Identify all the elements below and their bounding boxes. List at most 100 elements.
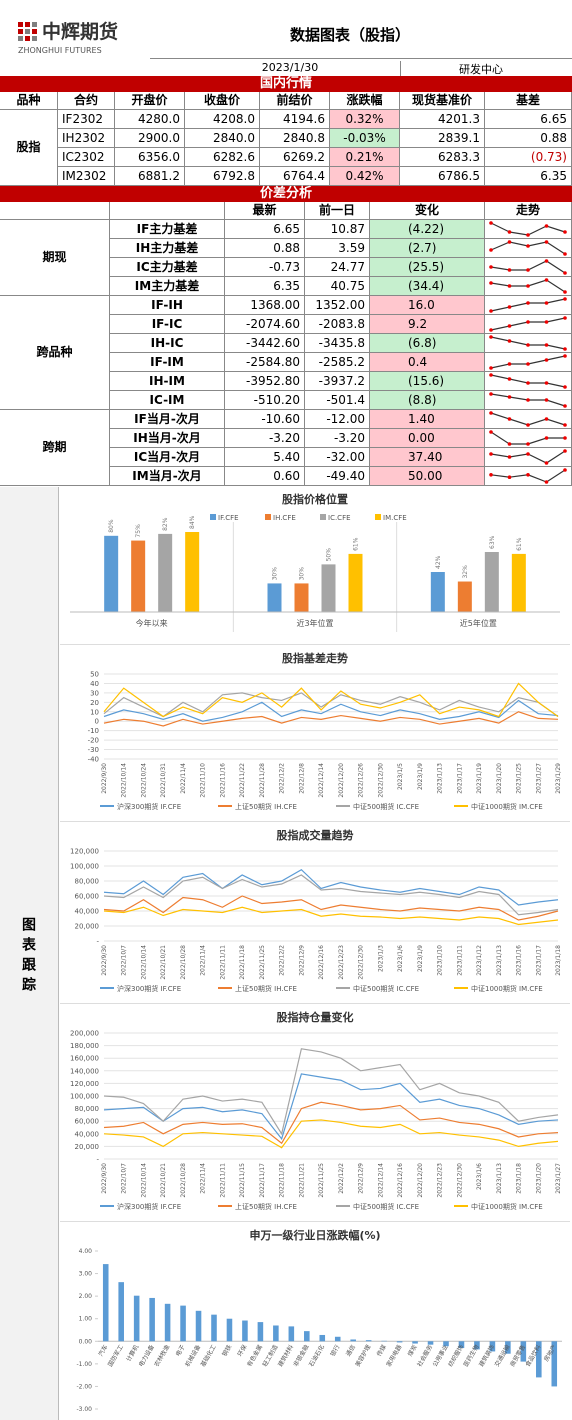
trend-cell: [485, 258, 572, 277]
value-label: 75%: [135, 524, 142, 538]
y-tick-label: -2.00: [76, 1383, 92, 1390]
row-group: 期现: [0, 220, 110, 296]
legend-label: IC.CFE: [328, 514, 351, 522]
chart: 股指价格位置 IF.CFE IH.CFE IC.CFE IM.CFE 80% 75% 82% 8…: [60, 487, 570, 645]
sparkline-point: [563, 252, 567, 256]
logo-english: ZHONGHUI FUTURES: [18, 46, 102, 55]
y-tick-label: 0: [95, 718, 99, 726]
legend-swatch: [265, 514, 271, 520]
legend-swatch: [210, 514, 216, 520]
sparkline-point: [544, 320, 549, 324]
table-cell: (0.73): [485, 148, 572, 167]
value-label: 30%: [299, 567, 306, 581]
legend-label: 中证1000期货 IM.CFE: [471, 1202, 543, 1211]
x-tick-label: 2022/12/23: [338, 945, 345, 980]
column-header: 品种: [0, 92, 58, 110]
bar: [551, 1341, 558, 1387]
table-cell: 0.42%: [330, 167, 400, 186]
x-tick-label: 2022/12/23: [437, 1163, 444, 1198]
legend-label: 沪深300期货 IF.CFE: [117, 802, 181, 811]
trend-cell: [485, 296, 572, 315]
y-tick-label: -40: [88, 756, 99, 764]
table-cell: 6282.6: [185, 148, 260, 167]
header: 中辉期货 ZHONGHUI FUTURES 数据图表（股指） 2023/1/30…: [0, 0, 572, 77]
change: 0.4: [370, 353, 485, 372]
value-label: 82%: [162, 517, 169, 531]
row-group: 跨期: [0, 410, 110, 486]
x-tick-label: 2023/1/9: [417, 945, 424, 972]
change: 50.00: [370, 467, 485, 486]
domestic-table: 品种 合约 开盘价 收盘价 前结价 涨跌幅 现货基准价 基差 股指 IF2302 4280.0 420…: [0, 92, 572, 186]
legend-label: 中证500期货 IC.CFE: [353, 802, 419, 811]
sparkline: [489, 468, 567, 484]
sparkline-point: [507, 284, 512, 288]
sparkline-point: [507, 395, 512, 399]
sparkline-point: [526, 423, 530, 427]
sparkline: [489, 221, 567, 237]
series-line: [103, 1048, 559, 1136]
column-header: 基差: [485, 92, 572, 110]
value-label: 30%: [272, 567, 279, 581]
x-tick-label: 2022/12/2: [279, 945, 286, 976]
value-label: 42%: [435, 555, 442, 569]
sparkline: [489, 449, 567, 465]
y-tick-label: 3.00: [79, 1271, 93, 1278]
chart-title: 股指基差走势: [282, 651, 348, 665]
x-tick-label: 2022/10/28: [180, 1163, 187, 1198]
x-tick-label: 电子: [174, 1343, 187, 1357]
sparkline-point: [489, 221, 493, 225]
legend-label: IM.CFE: [383, 514, 407, 522]
sparkline-point: [489, 309, 493, 313]
value-label: 61%: [353, 537, 360, 551]
sparkline-point: [507, 377, 512, 381]
bar: [211, 1314, 217, 1342]
change: (34.4): [370, 277, 485, 296]
x-tick-label: 2022/11/28: [259, 763, 266, 798]
sparkline-point: [544, 240, 549, 244]
previous: -49.40: [305, 467, 370, 486]
x-tick-label: 2022/11/10: [200, 763, 207, 798]
bar: [267, 583, 282, 612]
x-tick-label: 2022/10/21: [160, 1163, 167, 1198]
latest: -0.73: [225, 258, 305, 277]
legend-label: IH.CFE: [273, 514, 296, 522]
table-cell: -0.03%: [330, 129, 400, 148]
legend-label: 中证1000期货 IM.CFE: [471, 984, 543, 993]
value-label: 50%: [326, 548, 333, 562]
sparkline-point: [526, 442, 530, 446]
bar: [319, 1334, 326, 1342]
y-tick-label: 60,000: [75, 1118, 100, 1126]
y-tick-label: 30: [90, 689, 99, 697]
sparkline-point: [563, 436, 567, 440]
x-tick-label: 通信: [344, 1343, 357, 1357]
change: 37.40: [370, 448, 485, 467]
x-tick-label: 2023/1/13: [437, 763, 444, 794]
bar: [457, 581, 472, 612]
table-cell: 4208.0: [185, 110, 260, 129]
x-tick-label: 2023/1/29: [555, 763, 562, 794]
column-header: 现货基准价: [400, 92, 485, 110]
x-tick-label: 2022/10/7: [121, 945, 128, 976]
sparkline-point: [489, 411, 493, 415]
bar: [474, 1341, 480, 1350]
trend-cell: [485, 220, 572, 239]
legend-label: 上证50期货 IH.CFE: [235, 1202, 297, 1211]
row-name: IC当月-次月: [110, 448, 225, 467]
bar: [133, 1295, 140, 1342]
x-tick-label: 2023/1/16: [516, 945, 523, 976]
bar: [195, 1310, 202, 1342]
y-tick-label: 0.00: [79, 1338, 93, 1345]
x-tick-label: 2022/12/9: [358, 1163, 365, 1194]
change: 9.2: [370, 315, 485, 334]
y-tick-label: 120,000: [70, 1080, 99, 1088]
sparkline-point: [507, 305, 512, 309]
x-tick-label: 2023/1/6: [476, 1163, 483, 1190]
charts: 股指价格位置 IF.CFE IH.CFE IC.CFE IM.CFE 80% 75% 82% 8…: [60, 487, 570, 1420]
x-tick-label: 2022/11/18: [239, 945, 246, 980]
trend-cell: [485, 429, 572, 448]
bar: [321, 564, 336, 612]
trend-cell: [485, 410, 572, 429]
sparkline-point: [526, 398, 530, 402]
spread-table: 最新 前一日 变化 走势 期现 IF主力基差 6.65 10.87 (4.22) IH主力基差 0.…: [0, 202, 572, 487]
